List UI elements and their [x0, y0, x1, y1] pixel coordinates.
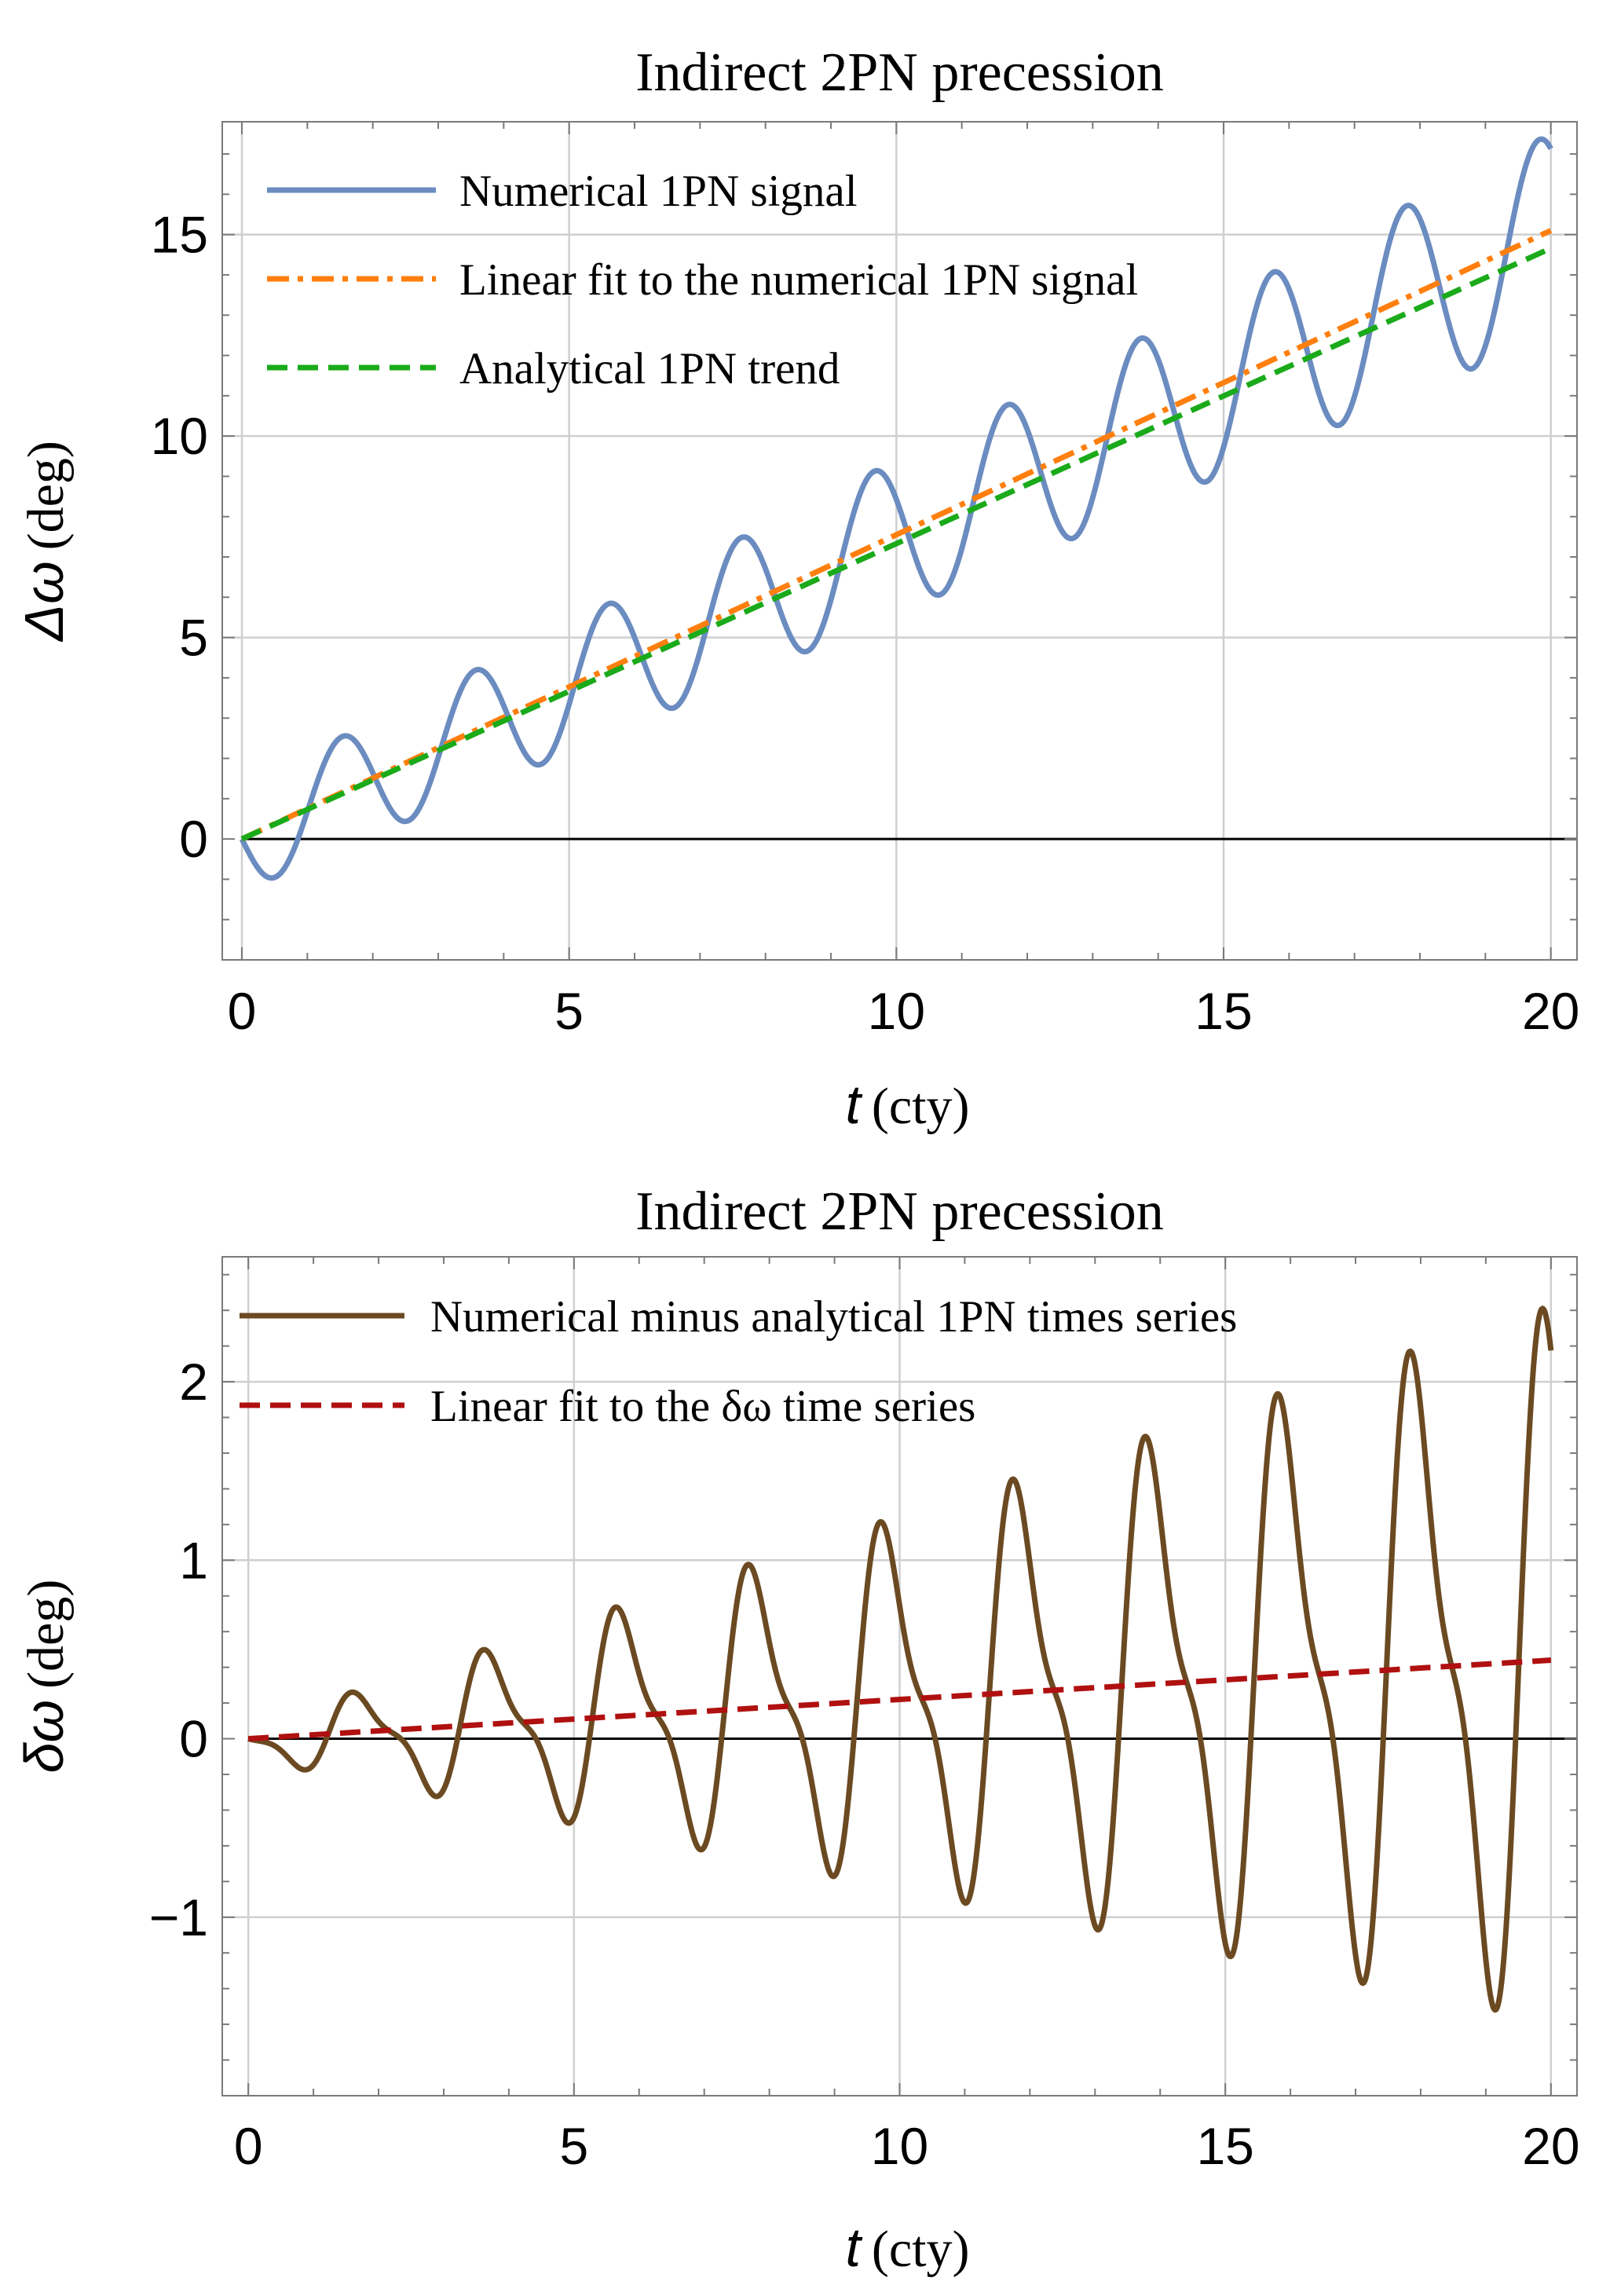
chart-title: Indirect 2PN precession — [635, 42, 1164, 103]
y-axis-unit: (deg) — [17, 1580, 75, 1689]
x-axis-label: t (cty) — [845, 1074, 969, 1135]
legend-label-2: Linear fit to the numerical 1PN signal — [459, 255, 1138, 305]
x-axis-symbol: t — [845, 2217, 862, 2278]
y-tick-label: 10 — [151, 407, 208, 465]
x-tick-label: 20 — [1522, 2117, 1579, 2175]
x-tick-label: 0 — [228, 982, 257, 1040]
x-tick-label: 0 — [234, 2117, 263, 2175]
y-tick-label: 2 — [179, 1353, 208, 1411]
x-axis-symbol: t — [845, 1074, 862, 1135]
x-tick-label: 5 — [554, 982, 584, 1040]
panel-delta-omega: Indirect 2PN precession 0 5 10 15 20 0 5 10 15 t (c… — [13, 42, 1579, 1135]
y-axis-unit: (deg) — [17, 441, 75, 550]
x-axis-unit: (cty) — [872, 1078, 970, 1135]
y-tick-label: 5 — [179, 609, 208, 667]
y-axis-label: Δω (deg) — [13, 441, 75, 643]
plot-frame — [221, 121, 1578, 961]
x-tick-label: 5 — [559, 2117, 588, 2175]
x-tick-label: 15 — [1195, 982, 1252, 1040]
legend-label-2: Linear fit to the δω time series — [430, 1382, 975, 1431]
chart-title: Indirect 2PN precession — [635, 1181, 1164, 1242]
y-axis-symbol: Δω — [13, 561, 75, 642]
y-axis-symbol: δω — [13, 1700, 75, 1773]
series-line-1 — [246, 1305, 1554, 2013]
y-tick-label: 1 — [179, 1531, 208, 1589]
y-tick-label: 0 — [179, 810, 208, 868]
legend-label-3: Analytical 1PN trend — [459, 344, 840, 394]
x-tick-label: 15 — [1196, 2117, 1253, 2175]
y-tick-label: 0 — [179, 1710, 208, 1768]
series-line-2 — [247, 1657, 1552, 1742]
x-axis-unit: (cty) — [872, 2221, 970, 2278]
y-tick-label: −1 — [149, 1888, 208, 1946]
legend-label-1: Numerical minus analytical 1PN times ser… — [430, 1292, 1237, 1342]
legend-label-1: Numerical 1PN signal — [459, 167, 858, 216]
x-tick-label: 10 — [868, 982, 925, 1040]
series-line-2 — [240, 228, 1553, 842]
y-axis-label: δω (deg) — [13, 1580, 75, 1774]
y-tick-label: 15 — [151, 206, 208, 264]
x-tick-label: 20 — [1522, 982, 1579, 1040]
x-axis-label: t (cty) — [845, 2217, 969, 2278]
series-line-1 — [239, 136, 1553, 881]
panel-small-delta-omega: Indirect 2PN precession 0 5 10 15 20 −1 0 1 2 t (ct… — [13, 1181, 1580, 2278]
x-tick-label: 10 — [871, 2117, 928, 2175]
series-line-3 — [240, 245, 1553, 842]
